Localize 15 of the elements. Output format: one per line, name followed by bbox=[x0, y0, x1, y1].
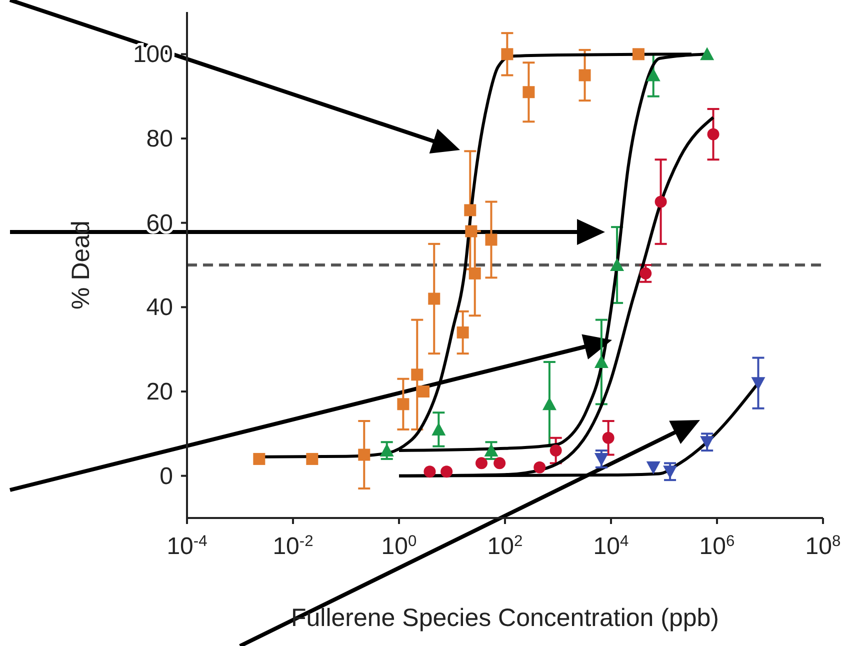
y-axis-title: % Dead bbox=[66, 220, 95, 310]
x-axis-title: Fullerene Species Concentration (ppb) bbox=[290, 604, 720, 632]
y-tick-label: 100 bbox=[132, 41, 173, 68]
x-tick-label: 10$^{2}$ bbox=[487, 532, 523, 560]
y-tick-label: 60 bbox=[146, 210, 173, 237]
x-tick-label: 10$^{-4}$ bbox=[166, 532, 208, 560]
x-tick-label: 10$^{4}$ bbox=[593, 532, 630, 560]
y-tick-label: 20 bbox=[146, 378, 173, 406]
x-tick-label: 10$^{6}$ bbox=[699, 532, 735, 560]
y-tick-label: 80 bbox=[146, 126, 173, 152]
x-tick-label: 10$^{0}$ bbox=[381, 532, 418, 560]
x-tick-label: 10$^{8}$ bbox=[805, 532, 841, 560]
y-tick-label: 0 bbox=[160, 462, 173, 490]
y-tick-label: 40 bbox=[146, 294, 173, 322]
x-tick-label: 10$^{-2}$ bbox=[272, 532, 314, 560]
